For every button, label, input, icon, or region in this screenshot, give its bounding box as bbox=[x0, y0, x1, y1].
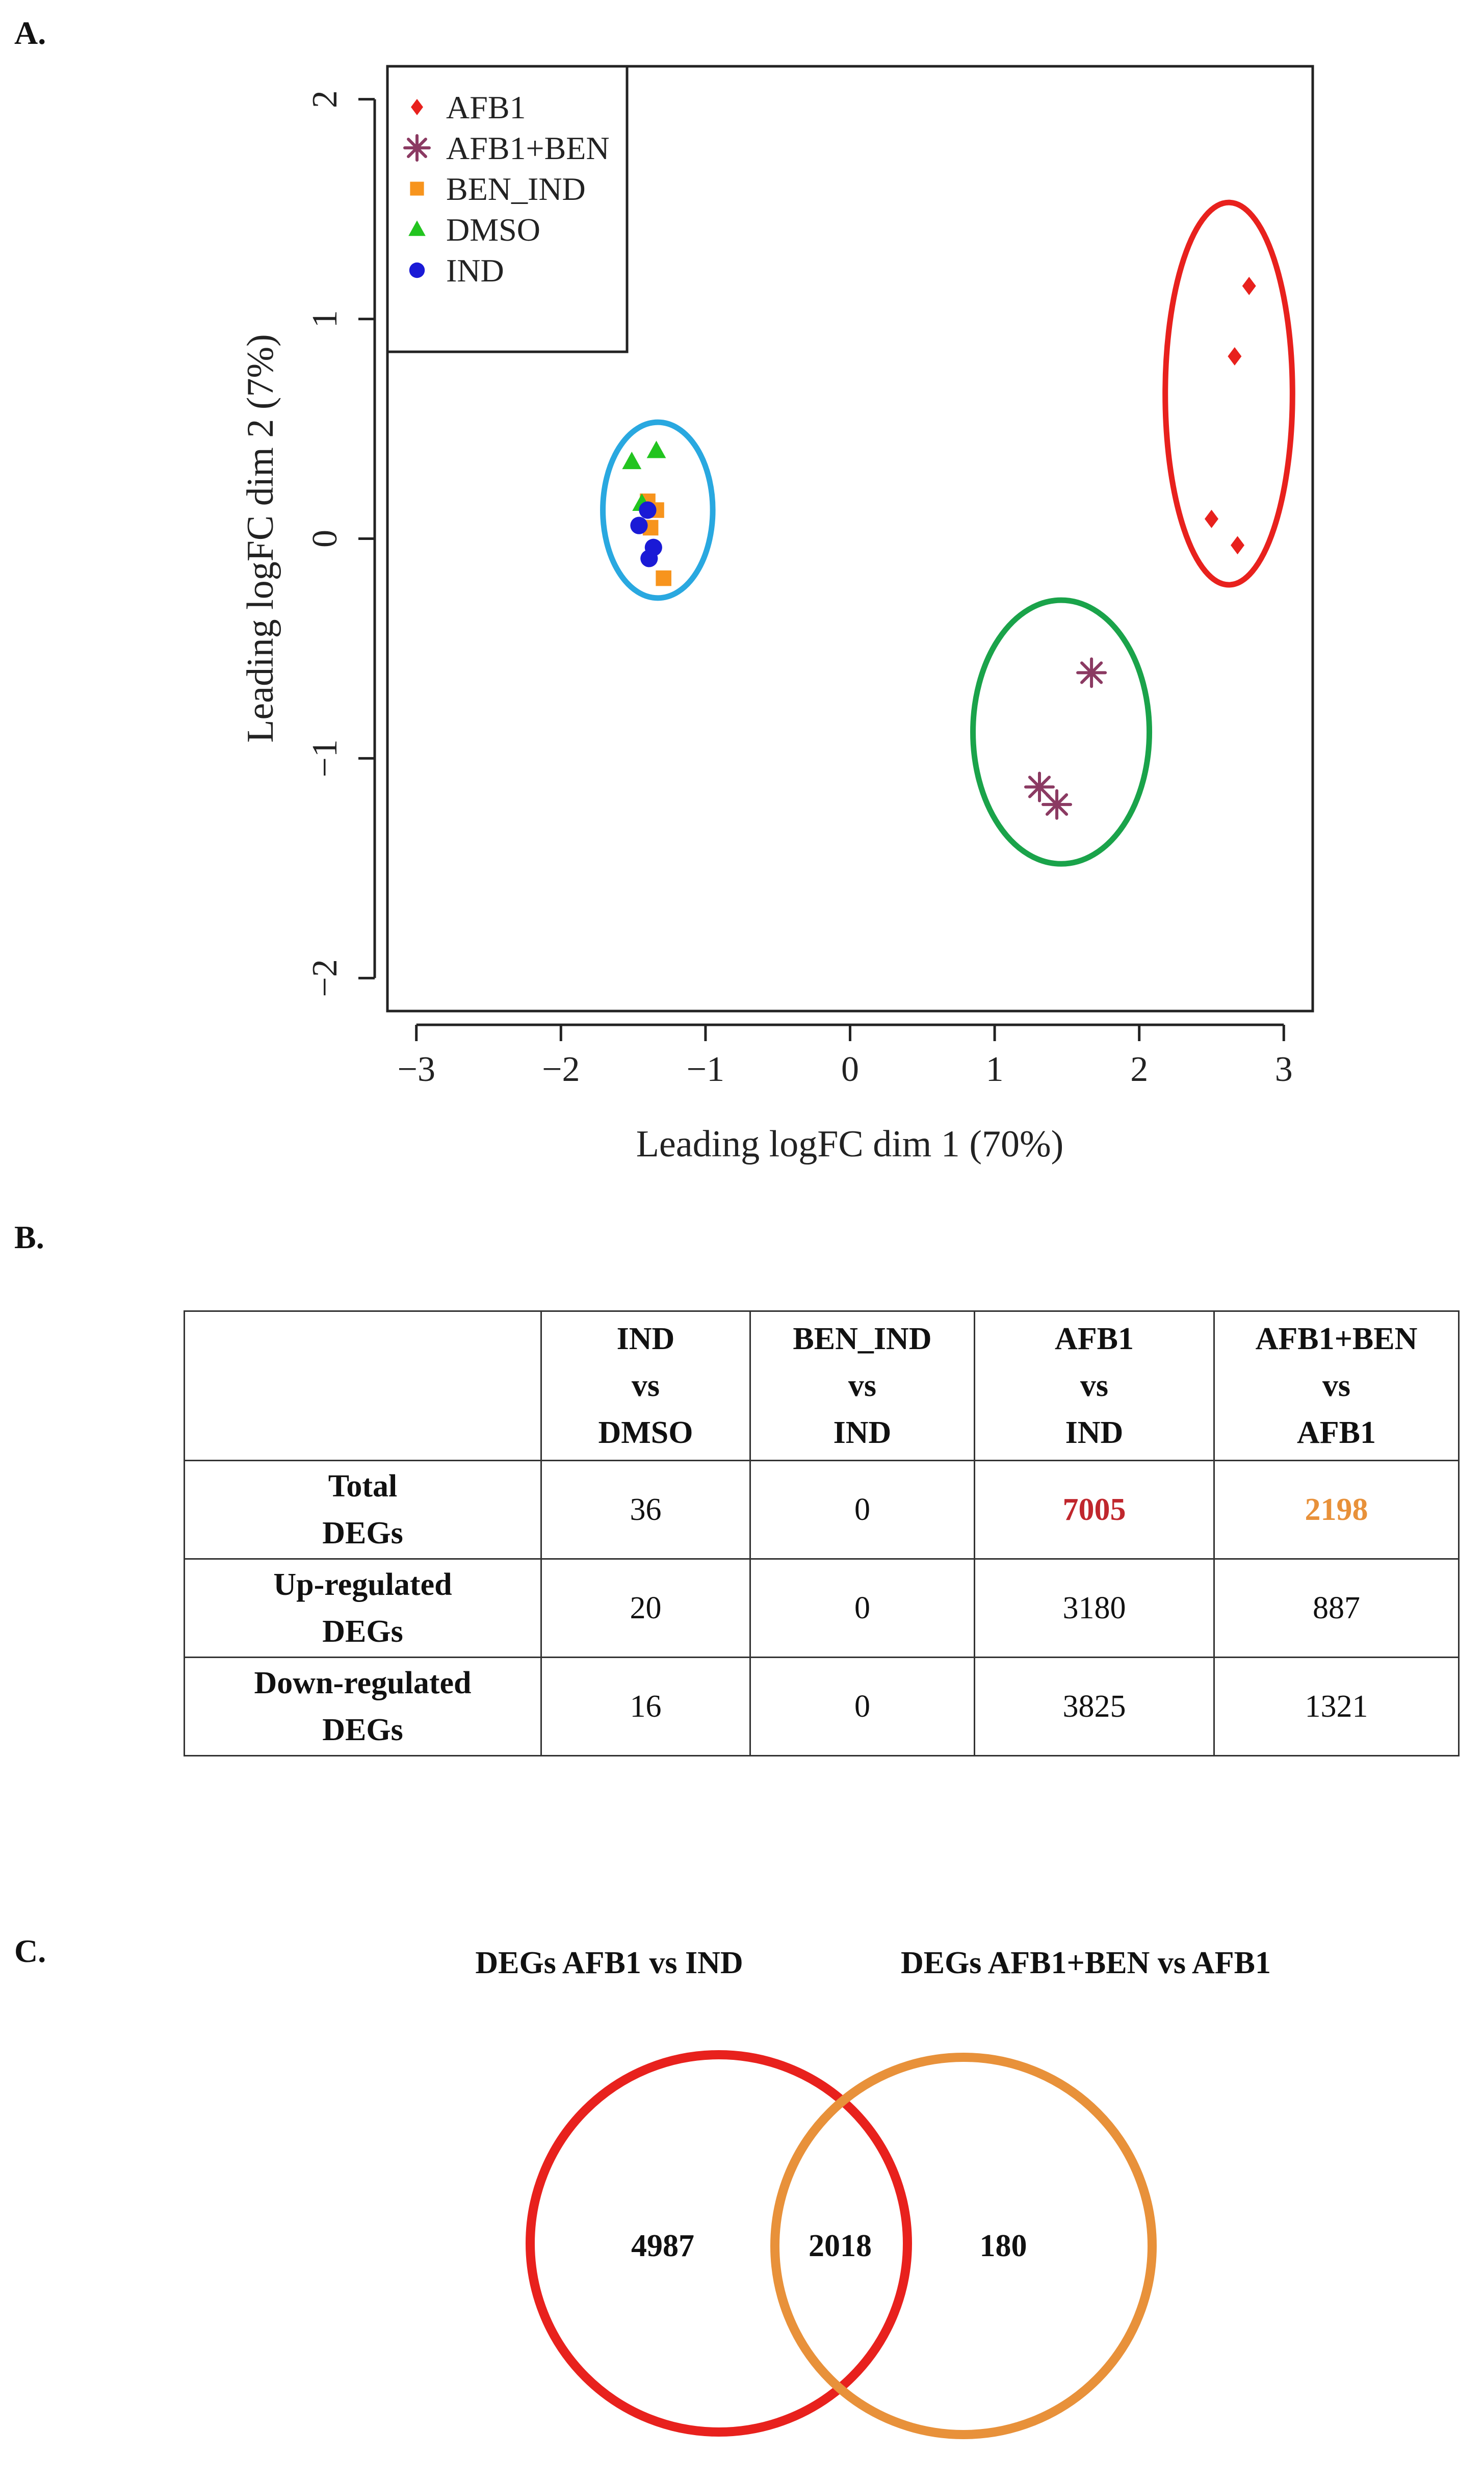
axes: −3 −2 −1 0 1 2 3 −2 −1 0 1 2 bbox=[305, 90, 1293, 1089]
y-tick-label: 0 bbox=[305, 530, 345, 548]
data-point-afb1-ben bbox=[1042, 789, 1073, 820]
data-point-afb1 bbox=[1204, 509, 1218, 528]
plot-frame bbox=[386, 65, 1314, 1013]
legend-label: AFB1 bbox=[446, 89, 526, 125]
legend-marker bbox=[408, 220, 426, 236]
data-point-ind bbox=[630, 516, 648, 534]
y-tick-label: 2 bbox=[305, 90, 345, 108]
table-cell: 20 bbox=[540, 1558, 751, 1658]
legend: AFB1 AFB1+BEN BEN_IND DMSO IND bbox=[386, 65, 629, 353]
x-tick-label: −1 bbox=[687, 1050, 724, 1089]
row-label: Up-regulated DEGs bbox=[184, 1558, 542, 1658]
table-header-cell: AFB1+BEN vs AFB1 bbox=[1213, 1310, 1460, 1461]
table-header-cell: IND vs DMSO bbox=[540, 1310, 751, 1461]
data-point-ben-ind bbox=[656, 570, 671, 586]
table-header-cell bbox=[184, 1310, 542, 1461]
panel-label-c: C. bbox=[14, 1933, 46, 1969]
data-point-afb1-ben bbox=[1024, 771, 1055, 803]
x-tick-label: 2 bbox=[1130, 1050, 1148, 1089]
venn-left-only-count: 4987 bbox=[631, 2229, 694, 2263]
table-cell: 0 bbox=[749, 1657, 975, 1756]
mds-plot: −3 −2 −1 0 1 2 3 −2 −1 0 1 2 AFB1 AFB1+BEN BEN_IND DMS… bbox=[240, 65, 1314, 1165]
table-cell: 3825 bbox=[974, 1657, 1215, 1756]
legend-label: BEN_IND bbox=[446, 171, 586, 207]
cluster-ellipse bbox=[970, 597, 1153, 867]
legend-marker bbox=[409, 262, 425, 278]
table-cell: 36 bbox=[540, 1460, 751, 1560]
table-header-row: IND vs DMSO BEN_IND vs IND AFB1 vs IND A… bbox=[184, 1310, 1460, 1461]
legend-label: AFB1+BEN bbox=[446, 130, 610, 166]
x-tick-label: 3 bbox=[1275, 1050, 1293, 1089]
venn-diagram: DEGs AFB1 vs IND DEGs AFB1+BEN vs AFB1 4… bbox=[475, 1946, 1271, 2439]
deg-table: IND vs DMSO BEN_IND vs IND AFB1 vs IND A… bbox=[184, 1310, 1460, 1756]
legend-marker bbox=[410, 182, 424, 196]
table-cell: 0 bbox=[749, 1460, 975, 1560]
cluster-ellipse bbox=[1162, 199, 1295, 588]
data-point-afb1 bbox=[1228, 347, 1242, 366]
table-row-down-regulated: Down-regulated DEGs 16 0 3825 1321 bbox=[184, 1657, 1460, 1756]
y-axis-label: Leading logFC dim 2 (7%) bbox=[240, 334, 281, 743]
row-label: Down-regulated DEGs bbox=[184, 1657, 542, 1756]
x-tick-label: 0 bbox=[841, 1050, 859, 1089]
data-point-afb1 bbox=[1231, 536, 1245, 555]
data-point-afb1-ben bbox=[1076, 657, 1107, 688]
x-tick-label: −3 bbox=[397, 1050, 435, 1089]
table-cell: 3180 bbox=[974, 1558, 1215, 1658]
legend-marker bbox=[403, 134, 431, 162]
table-cell-highlight-red: 7005 bbox=[974, 1460, 1215, 1560]
venn-circle-right bbox=[770, 2053, 1157, 2439]
y-tick-label: −1 bbox=[305, 739, 345, 777]
panel-label-b: B. bbox=[14, 1219, 44, 1255]
table-row-up-regulated: Up-regulated DEGs 20 0 3180 887 bbox=[184, 1558, 1460, 1658]
x-tick-label: −2 bbox=[542, 1050, 580, 1089]
table-cell: 16 bbox=[540, 1657, 751, 1756]
y-tick-label: 1 bbox=[305, 310, 345, 328]
row-label: Total DEGs bbox=[184, 1460, 542, 1560]
x-tick-label: 1 bbox=[986, 1050, 1004, 1089]
venn-circle-left bbox=[526, 2050, 912, 2437]
venn-set-title-right: DEGs AFB1+BEN vs AFB1 bbox=[901, 1946, 1271, 1980]
table-row-total: Total DEGs 36 0 7005 2198 bbox=[184, 1460, 1460, 1560]
x-axis-label: Leading logFC dim 1 (70%) bbox=[636, 1123, 1064, 1165]
table-header-cell: BEN_IND vs IND bbox=[749, 1310, 975, 1461]
table-cell: 0 bbox=[749, 1558, 975, 1658]
cluster-ellipse bbox=[600, 419, 716, 601]
data-point-dmso bbox=[646, 441, 666, 458]
legend-label: DMSO bbox=[446, 212, 540, 248]
data-point-dmso bbox=[622, 451, 642, 470]
venn-right-only-count: 180 bbox=[980, 2229, 1027, 2263]
y-tick-label: −2 bbox=[305, 959, 345, 997]
data-point-ind bbox=[639, 501, 657, 519]
table-cell: 1321 bbox=[1213, 1657, 1460, 1756]
legend-marker bbox=[411, 99, 423, 115]
legend-label: IND bbox=[446, 252, 504, 289]
panel-label-a: A. bbox=[14, 15, 46, 51]
legend-box bbox=[386, 65, 629, 353]
table-cell-highlight-orange: 2198 bbox=[1213, 1460, 1460, 1560]
cluster-ellipses bbox=[600, 199, 1295, 867]
table-cell: 887 bbox=[1213, 1558, 1460, 1658]
data-point-ind bbox=[640, 550, 658, 567]
venn-intersection-count: 2018 bbox=[809, 2229, 872, 2263]
table-header-cell: AFB1 vs IND bbox=[974, 1310, 1215, 1461]
data-points bbox=[622, 276, 1256, 820]
venn-set-title-left: DEGs AFB1 vs IND bbox=[475, 1946, 743, 1980]
data-point-afb1 bbox=[1242, 276, 1256, 295]
